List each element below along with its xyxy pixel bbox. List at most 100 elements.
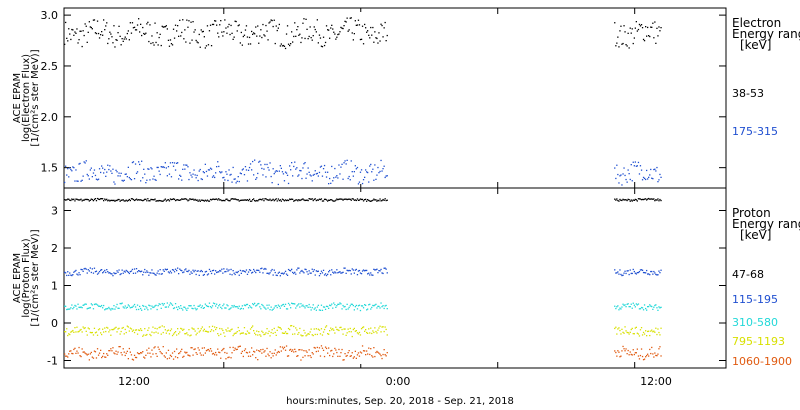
data-point-proton-1-262 xyxy=(333,272,335,274)
data-point-proton-3-212 xyxy=(281,332,284,334)
data-point-proton-4-198 xyxy=(267,353,269,355)
data-point-electron-0-329 xyxy=(628,47,630,49)
data-point-proton-3-64 xyxy=(129,327,131,329)
data-point-electron-0-23 xyxy=(87,31,89,33)
data-point-electron-1-92 xyxy=(158,170,160,172)
data-point-electron-0-207 xyxy=(276,29,278,32)
y-axis-label-line-proton-1: log(Proton Flux) xyxy=(21,238,32,317)
data-point-electron-0-261 xyxy=(332,28,334,30)
legend-entry-electron-1: 175-315 xyxy=(732,125,778,138)
data-point-proton-0-3 xyxy=(67,198,69,200)
data-point-proton-4-74 xyxy=(140,352,142,354)
data-point-proton-1-46 xyxy=(111,273,113,275)
data-point-electron-0-195 xyxy=(264,35,266,37)
data-point-proton-1-78 xyxy=(144,268,146,271)
data-point-proton-3-89 xyxy=(155,331,157,333)
data-point-proton-1-184 xyxy=(253,268,255,271)
data-point-proton-1-275 xyxy=(346,269,348,271)
data-point-electron-1-302 xyxy=(374,164,376,166)
data-point-proton-4-253 xyxy=(323,355,326,358)
data-point-proton-3-115 xyxy=(182,329,184,331)
data-point-electron-0-243 xyxy=(313,26,315,28)
data-point-proton-0-358 xyxy=(658,200,660,202)
data-point-proton-3-196 xyxy=(265,332,267,334)
data-point-proton-1-314 xyxy=(386,272,388,274)
data-point-proton-0-232 xyxy=(302,198,304,200)
data-point-proton-0-273 xyxy=(344,198,346,200)
data-point-electron-1-23 xyxy=(87,175,89,177)
data-point-proton-1-215 xyxy=(284,270,287,272)
data-point-proton-4-284 xyxy=(355,357,357,359)
data-point-proton-1-129 xyxy=(196,270,198,272)
data-point-proton-1-326 xyxy=(625,272,627,275)
data-point-proton-2-356 xyxy=(656,307,658,309)
data-point-electron-0-22 xyxy=(86,41,88,43)
data-point-proton-3-143 xyxy=(210,329,213,331)
data-point-proton-4-55 xyxy=(120,352,122,354)
data-point-proton-2-71 xyxy=(136,304,139,306)
data-point-proton-0-80 xyxy=(146,200,148,202)
data-point-proton-0-140 xyxy=(207,200,210,202)
data-point-electron-0-248 xyxy=(318,34,321,36)
data-point-electron-1-322 xyxy=(621,184,623,186)
data-point-proton-0-351 xyxy=(651,198,653,200)
data-point-electron-0-138 xyxy=(205,45,208,47)
data-point-proton-0-328 xyxy=(627,198,629,200)
data-point-proton-3-99 xyxy=(165,332,167,334)
data-point-proton-1-59 xyxy=(124,271,126,273)
data-point-proton-4-172 xyxy=(240,352,242,354)
data-point-electron-0-341 xyxy=(640,24,643,26)
data-point-proton-3-190 xyxy=(259,334,261,336)
data-point-electron-0-305 xyxy=(377,42,379,44)
data-point-proton-3-300 xyxy=(372,330,374,332)
data-point-proton-1-44 xyxy=(109,272,111,274)
data-point-proton-0-212 xyxy=(281,198,284,200)
data-point-electron-1-272 xyxy=(343,162,345,164)
data-point-proton-0-193 xyxy=(262,198,264,200)
data-point-proton-2-185 xyxy=(254,302,256,304)
data-point-electron-0-59 xyxy=(124,36,126,38)
data-point-proton-0-230 xyxy=(300,199,302,201)
data-point-proton-3-151 xyxy=(219,327,221,330)
data-point-electron-0-187 xyxy=(256,35,258,37)
data-point-proton-1-54 xyxy=(119,273,121,276)
data-point-proton-3-351 xyxy=(651,329,653,331)
data-point-proton-4-1 xyxy=(65,355,67,357)
data-point-proton-3-145 xyxy=(212,330,215,332)
data-point-electron-0-8 xyxy=(72,29,74,31)
data-point-electron-1-339 xyxy=(638,173,641,175)
data-point-proton-1-130 xyxy=(197,270,199,272)
data-point-electron-1-112 xyxy=(179,174,181,176)
data-point-proton-3-142 xyxy=(209,330,212,333)
data-point-proton-4-146 xyxy=(214,354,216,356)
data-point-electron-1-22 xyxy=(86,173,88,176)
data-point-proton-1-328 xyxy=(627,270,629,272)
data-point-proton-4-107 xyxy=(173,350,176,353)
data-point-proton-1-216 xyxy=(285,273,288,275)
data-point-proton-1-257 xyxy=(328,271,330,273)
data-point-proton-4-110 xyxy=(177,357,179,359)
data-point-proton-1-13 xyxy=(77,274,79,276)
data-point-proton-4-153 xyxy=(221,349,223,352)
data-point-proton-1-354 xyxy=(654,272,656,274)
data-point-proton-1-210 xyxy=(279,275,281,277)
data-point-proton-3-3 xyxy=(67,334,69,337)
data-point-proton-4-316 xyxy=(615,351,617,354)
data-point-proton-0-201 xyxy=(270,199,272,202)
data-point-electron-0-45 xyxy=(110,33,112,35)
data-point-proton-2-308 xyxy=(380,302,382,304)
data-point-proton-1-133 xyxy=(200,269,202,272)
data-point-electron-1-288 xyxy=(359,171,362,173)
data-point-proton-1-213 xyxy=(282,273,285,275)
data-point-electron-1-211 xyxy=(280,167,282,169)
data-point-electron-0-159 xyxy=(227,26,229,28)
data-point-electron-0-266 xyxy=(337,33,339,36)
data-point-proton-2-202 xyxy=(271,309,273,311)
data-point-proton-1-344 xyxy=(643,272,646,274)
data-point-electron-1-104 xyxy=(170,176,173,178)
data-point-electron-1-106 xyxy=(172,165,175,167)
data-point-electron-0-240 xyxy=(310,37,312,39)
data-point-proton-3-317 xyxy=(616,333,618,335)
data-point-proton-3-35 xyxy=(100,332,102,334)
data-point-proton-3-192 xyxy=(261,330,263,332)
